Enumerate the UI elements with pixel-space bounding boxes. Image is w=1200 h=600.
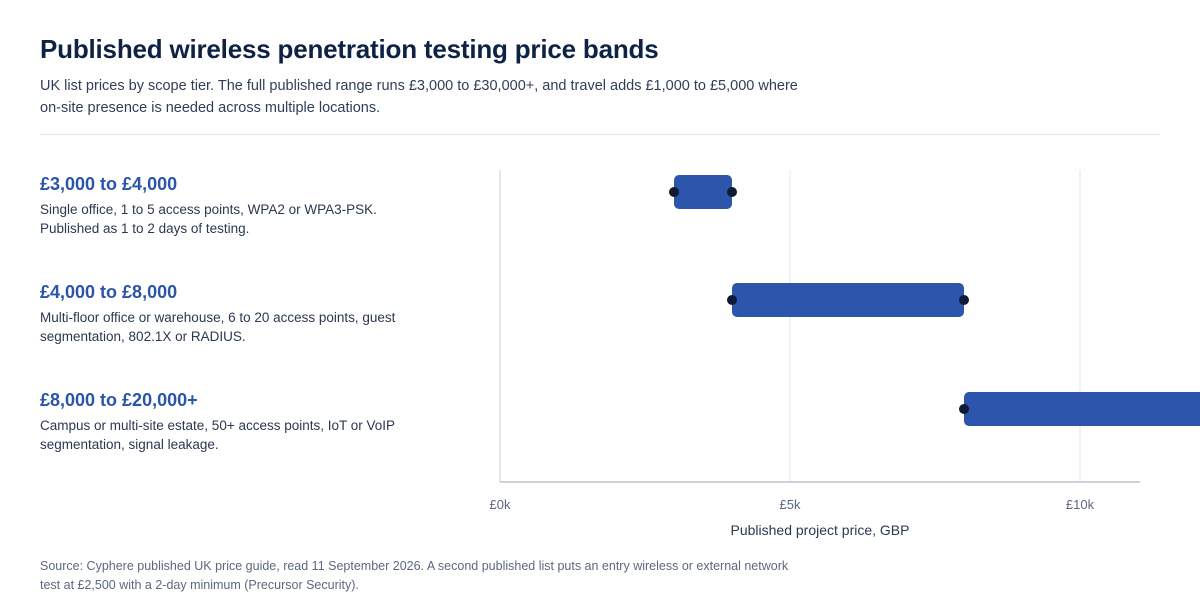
- tier-price-label: £4,000 to £8,000: [40, 282, 178, 302]
- chart-subtitle: UK list prices by scope tier. The full p…: [40, 78, 798, 116]
- chart-title: Published wireless penetration testing p…: [40, 34, 659, 64]
- range-end-point: [727, 187, 737, 197]
- range-bar: [732, 283, 964, 317]
- tier-mid: £4,000 to £8,000 Multi-floor office or w…: [40, 280, 420, 346]
- tier-description: Campus or multi-site estate, 50+ access …: [40, 418, 395, 452]
- tier-entry: £3,000 to £4,000 Single office, 1 to 5 a…: [40, 172, 420, 238]
- x-tick-label: £0k: [490, 497, 511, 512]
- range-end-point: [959, 295, 969, 305]
- range-start-point: [727, 295, 737, 305]
- header-divider: [40, 134, 1160, 135]
- tier-description: Single office, 1 to 5 access points, WPA…: [40, 202, 377, 236]
- tier-large: £8,000 to £20,000+ Campus or multi-site …: [40, 388, 420, 454]
- range-bar: [674, 175, 732, 209]
- range-start-point: [959, 404, 969, 414]
- x-tick-label: £10k: [1066, 497, 1095, 512]
- tier-price-label: £3,000 to £4,000: [40, 174, 178, 194]
- range-start-point: [669, 187, 679, 197]
- source-note: Source: Cyphere published UK price guide…: [40, 559, 789, 592]
- range-bar: [964, 392, 1200, 426]
- x-axis-title: Published project price, GBP: [730, 522, 910, 538]
- tier-description: Multi-floor office or warehouse, 6 to 20…: [40, 310, 396, 344]
- tier-price-label: £8,000 to £20,000+: [40, 390, 198, 410]
- x-tick-label: £5k: [780, 497, 801, 512]
